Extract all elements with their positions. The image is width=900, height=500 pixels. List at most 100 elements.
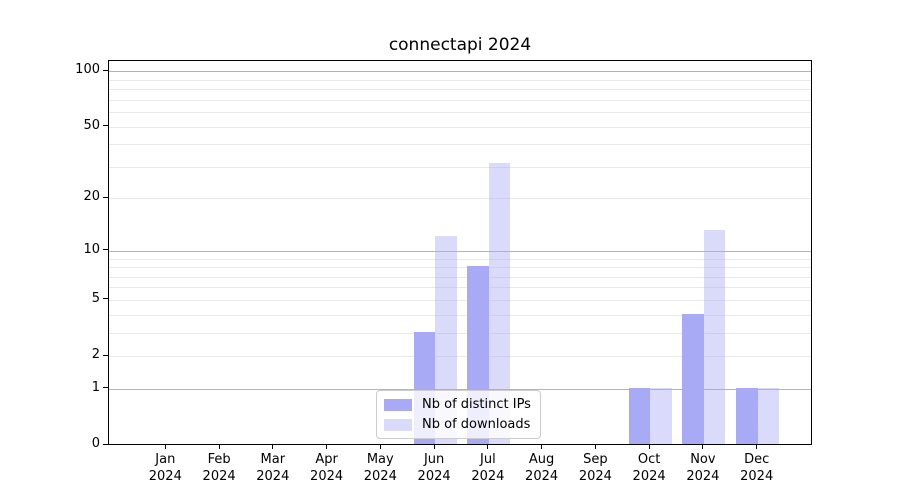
bar-nov-downloads [703, 230, 726, 444]
y-tick-label: 0 [91, 436, 100, 451]
bar-jul-downloads [488, 163, 511, 444]
x-tick-year: 2024 [686, 469, 720, 484]
bar-dec-downloads [757, 387, 780, 444]
x-tick-label: May 2024 [340, 451, 420, 485]
x-tick-label: Oct 2024 [609, 451, 689, 485]
legend-label-downloads: Nb of downloads [422, 417, 531, 432]
y-tick [103, 387, 108, 389]
x-tick-month: Oct [637, 452, 661, 467]
bar-oct-downloads [650, 387, 672, 444]
gridline-minor [109, 79, 811, 81]
y-tick [103, 354, 108, 356]
gridline-minor [109, 314, 811, 316]
y-tick-label: 100 [75, 62, 100, 78]
gridline-minor [109, 198, 811, 200]
x-tick-year: 2024 [578, 469, 612, 484]
gridline-minor [109, 126, 811, 128]
y-tick [103, 249, 108, 251]
gridline-minor [109, 276, 811, 278]
plot-inner [109, 61, 811, 444]
x-tick-label: Jun 2024 [394, 451, 474, 485]
x-tick-year: 2024 [310, 469, 344, 484]
plot-area [108, 60, 812, 445]
gridline-minor [109, 89, 811, 90]
x-tick-month: May [366, 452, 394, 467]
x-tick [218, 445, 220, 449]
legend-swatch-downloads [384, 418, 412, 431]
bar-nov-distinct-ips [682, 313, 704, 444]
y-tick-label: 2 [91, 347, 100, 362]
x-tick-year: 2024 [525, 469, 559, 484]
x-tick [541, 445, 543, 449]
x-tick [594, 445, 596, 449]
x-tick-month: Jul [480, 452, 496, 467]
x-tick-month: Sep [583, 452, 608, 467]
bar-oct-distinct-ips [628, 387, 651, 444]
x-tick-year: 2024 [471, 469, 505, 484]
gridline-major [109, 388, 811, 390]
gridline-minor [109, 299, 811, 301]
x-tick-month: Mar [260, 452, 286, 467]
y-tick-label: 50 [83, 117, 100, 133]
x-tick-month: Aug [528, 452, 555, 467]
gridline-minor [109, 332, 811, 334]
gridline-minor [109, 112, 811, 113]
x-tick-label: Apr 2024 [287, 451, 367, 485]
x-tick-month: Apr [315, 452, 338, 467]
x-tick-year: 2024 [256, 469, 290, 484]
x-tick-year: 2024 [363, 469, 397, 484]
y-tick [103, 196, 108, 198]
y-tick-label: 1 [91, 379, 100, 395]
x-tick [756, 445, 758, 449]
gridline-minor [109, 166, 811, 168]
gridline-major [109, 250, 811, 252]
gridline-major [109, 71, 811, 73]
legend: Nb of distinct IPs Nb of downloads [376, 390, 541, 439]
x-tick [164, 445, 166, 449]
x-tick-label: Aug 2024 [502, 451, 582, 485]
x-tick-month: Jun [423, 452, 445, 467]
x-tick [433, 445, 435, 449]
gridline-minor [109, 287, 811, 289]
x-tick [272, 445, 274, 449]
x-tick [326, 445, 328, 449]
y-tick [103, 298, 108, 300]
gridline-minor [109, 258, 811, 260]
x-tick [648, 445, 650, 449]
x-tick [702, 445, 704, 449]
x-tick-label: Dec 2024 [717, 451, 797, 485]
x-tick-label: Feb 2024 [179, 451, 259, 485]
chart-title: connectapi 2024 [388, 35, 532, 55]
legend-item-downloads: Nb of downloads [384, 416, 531, 433]
legend-swatch-distinct-ips [384, 398, 412, 411]
x-tick-label: Nov 2024 [663, 451, 743, 485]
x-tick-label: Mar 2024 [233, 451, 313, 485]
x-tick-month: Dec [744, 452, 770, 467]
x-tick-year: 2024 [417, 469, 451, 484]
y-tick [103, 125, 108, 126]
x-tick-year: 2024 [632, 469, 666, 484]
x-tick-year: 2024 [740, 469, 774, 484]
y-tick-label: 5 [91, 290, 100, 306]
gridline-minor [109, 267, 811, 268]
x-tick-label: Jul 2024 [448, 451, 528, 485]
x-tick-label: Sep 2024 [555, 451, 635, 485]
x-tick [487, 445, 489, 449]
x-tick-month: Nov [690, 452, 716, 467]
legend-label-distinct-ips: Nb of distinct IPs [422, 397, 531, 412]
y-tick [103, 69, 108, 71]
gridline-minor [109, 99, 811, 101]
x-tick-month: Jan [155, 452, 176, 467]
bar-dec-distinct-ips [736, 387, 758, 444]
x-tick [379, 445, 381, 449]
legend-item-distinct-ips: Nb of distinct IPs [384, 396, 531, 413]
x-tick-year: 2024 [148, 469, 182, 484]
y-tick-label: 10 [83, 241, 100, 257]
gridline-minor [109, 144, 811, 146]
gridline-minor [109, 356, 811, 357]
x-tick-month: Feb [207, 452, 231, 467]
y-tick-label: 20 [83, 189, 100, 205]
x-tick-year: 2024 [202, 469, 236, 484]
y-tick [103, 443, 108, 445]
